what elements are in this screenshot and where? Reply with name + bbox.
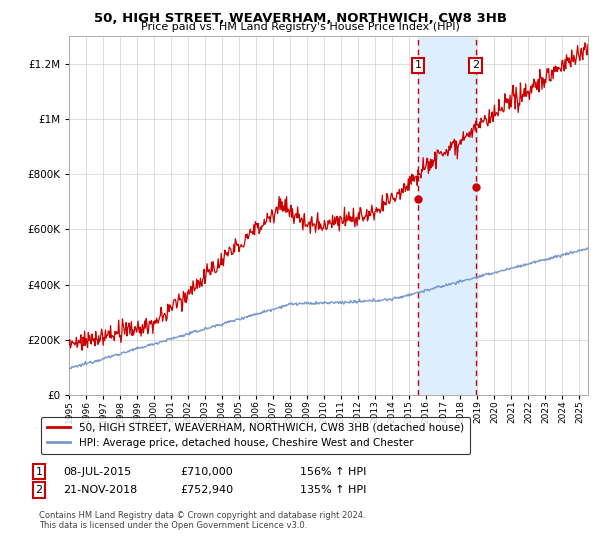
Text: £752,940: £752,940 [180,485,233,495]
Text: 2: 2 [472,60,479,71]
Text: £710,000: £710,000 [180,466,233,477]
Text: 156% ↑ HPI: 156% ↑ HPI [300,466,367,477]
Text: 1: 1 [415,60,422,71]
Bar [418,36,476,395]
Text: 50, HIGH STREET, WEAVERHAM, NORTHWICH, CW8 3HB: 50, HIGH STREET, WEAVERHAM, NORTHWICH, C… [94,12,506,25]
Text: 135% ↑ HPI: 135% ↑ HPI [300,485,367,495]
Text: 1: 1 [35,466,43,477]
Legend: 50, HIGH STREET, WEAVERHAM, NORTHWICH, CW8 3HB (detached house), HPI: Average pr: 50, HIGH STREET, WEAVERHAM, NORTHWICH, C… [41,417,470,454]
Text: 08-JUL-2015: 08-JUL-2015 [63,466,131,477]
Text: 2: 2 [35,485,43,495]
Text: Contains HM Land Registry data © Crown copyright and database right 2024.
This d: Contains HM Land Registry data © Crown c… [39,511,365,530]
Text: Price paid vs. HM Land Registry's House Price Index (HPI): Price paid vs. HM Land Registry's House … [140,22,460,32]
Text: 21-NOV-2018: 21-NOV-2018 [63,485,137,495]
